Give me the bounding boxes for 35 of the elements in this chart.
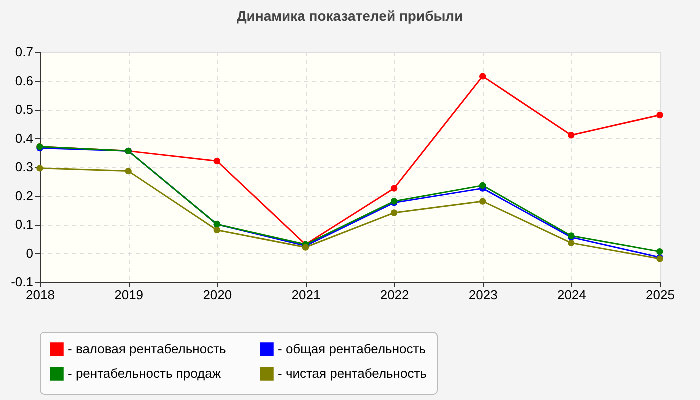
point: [656, 112, 664, 119]
x-tick-label: 2020: [203, 288, 232, 302]
y-tick-label: 0.1: [15, 217, 34, 232]
point: [36, 165, 44, 172]
point: [568, 240, 575, 247]
point: [480, 73, 486, 80]
x-tick-label: 2025: [646, 288, 675, 302]
point: [480, 198, 486, 205]
point: [480, 182, 486, 190]
y-tick-label: 0.5: [15, 102, 34, 117]
legend-label: - общая рентабельность: [278, 341, 426, 356]
point: [214, 158, 220, 165]
y-tick-label: -0.1: [11, 274, 34, 290]
point: [390, 185, 398, 192]
point: [214, 226, 220, 234]
legend-label: - валовая рентабельность: [68, 341, 227, 356]
x-tick-label: 2023: [468, 288, 498, 302]
y-tick-label: 0.2: [15, 188, 34, 204]
point: [390, 210, 398, 216]
x-tick-label: 2019: [114, 288, 144, 302]
point: [568, 132, 575, 139]
y-tick-label: 0.4: [15, 130, 34, 146]
y-tick-label: 0.3: [15, 160, 34, 174]
legend-label: - чистая рентабельность: [278, 366, 428, 381]
point: [125, 168, 132, 175]
y-tick-label: 0.6: [15, 73, 34, 88]
x-tick-label: 2018: [26, 288, 55, 302]
y-tick-label: 0.7: [15, 44, 34, 60]
y-tick-label: 0: [26, 246, 34, 261]
x-tick-label: 2024: [557, 288, 586, 302]
chart-title: Динамика показателей прибыли: [236, 8, 464, 24]
legend-label: - рентабельность продаж: [68, 366, 222, 381]
x-tick-label: 2022: [380, 288, 410, 302]
x-tick-label: 2021: [292, 288, 321, 302]
point: [656, 248, 664, 256]
